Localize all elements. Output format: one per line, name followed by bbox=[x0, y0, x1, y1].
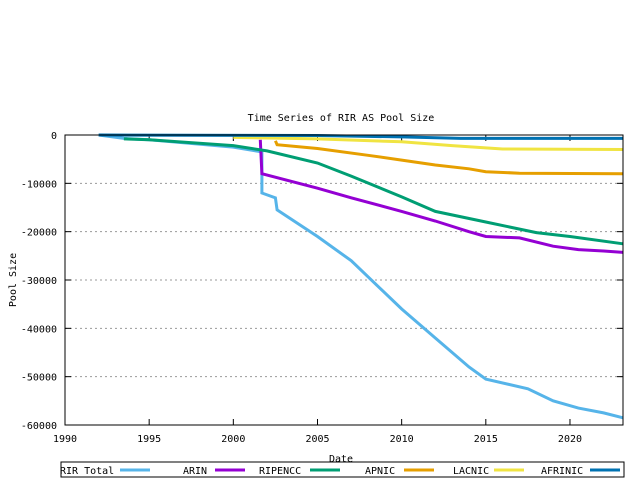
x-tick-label: 2005 bbox=[305, 434, 329, 445]
y-axis-label: Pool Size bbox=[8, 253, 19, 307]
x-tick-label: 2000 bbox=[221, 434, 245, 445]
legend-label: RIR Total bbox=[60, 466, 114, 477]
y-tick-label: -60000 bbox=[21, 421, 57, 432]
legend-box bbox=[60, 461, 625, 478]
y-tick-label: -30000 bbox=[21, 276, 57, 287]
chart-title: Time Series of RIR AS Pool Size bbox=[248, 113, 435, 124]
y-tick-label: -40000 bbox=[21, 324, 57, 335]
axis-ticks: 0 -10000 -20000 -30000 -40000 -50000 -60000 199… bbox=[21, 131, 623, 445]
x-tick-label: 2010 bbox=[390, 434, 414, 445]
plot-border bbox=[64, 134, 624, 426]
legend-label: RIPENCC bbox=[259, 466, 301, 477]
x-tick-label: 1995 bbox=[137, 434, 161, 445]
series-line-arin bbox=[258, 139, 624, 254]
legend-label: LACNIC bbox=[453, 466, 489, 477]
y-tick-label: -50000 bbox=[21, 373, 57, 384]
legend-label: AFRINIC bbox=[541, 466, 583, 477]
series-line-lacnic bbox=[233, 135, 624, 151]
series-line-apnic bbox=[274, 140, 624, 176]
series-line-ripencc bbox=[123, 137, 624, 246]
legend-label: APNIC bbox=[365, 466, 395, 477]
y-tick-label: 0 bbox=[51, 131, 57, 142]
y-tick-label: -10000 bbox=[21, 179, 57, 190]
legend-label: ARIN bbox=[183, 466, 207, 477]
y-tick-label: -20000 bbox=[21, 228, 57, 239]
series-lines bbox=[98, 133, 624, 420]
series-line-rir-total bbox=[98, 133, 624, 420]
x-tick-label: 2020 bbox=[558, 434, 582, 445]
x-tick-label: 1990 bbox=[53, 434, 77, 445]
x-tick-label: 2015 bbox=[474, 434, 498, 445]
series-line-afrinic bbox=[98, 133, 623, 140]
legend: RIR Total ARIN RIPENCC APNIC LACNIC AFRINIC bbox=[60, 466, 620, 477]
x-axis-label: Date bbox=[329, 454, 353, 465]
grid bbox=[65, 182, 623, 378]
